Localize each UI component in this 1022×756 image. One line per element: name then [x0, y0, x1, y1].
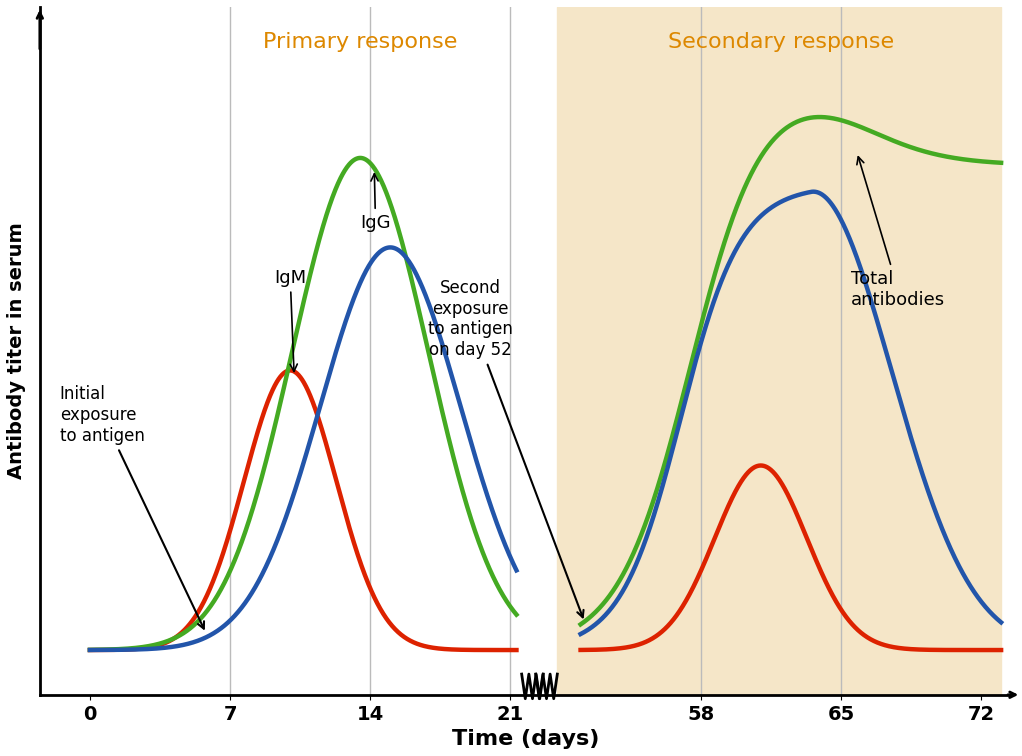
X-axis label: Time (days): Time (days): [452, 729, 599, 749]
Text: Initial
exposure
to antigen: Initial exposure to antigen: [60, 386, 204, 629]
Y-axis label: Antibody titer in serum: Antibody titer in serum: [7, 222, 26, 479]
Bar: [0, 7, 557, 695]
Bar: [557, 7, 1002, 695]
Bar: [0, 7, 211, 695]
Text: Primary response: Primary response: [263, 32, 458, 51]
Text: IgG: IgG: [361, 174, 390, 232]
Text: Secondary response: Secondary response: [667, 32, 894, 51]
Text: IgM: IgM: [274, 268, 307, 371]
Text: Total
antibodies: Total antibodies: [851, 156, 945, 308]
Text: Second
exposure
to antigen
on day 52: Second exposure to antigen on day 52: [428, 279, 584, 618]
